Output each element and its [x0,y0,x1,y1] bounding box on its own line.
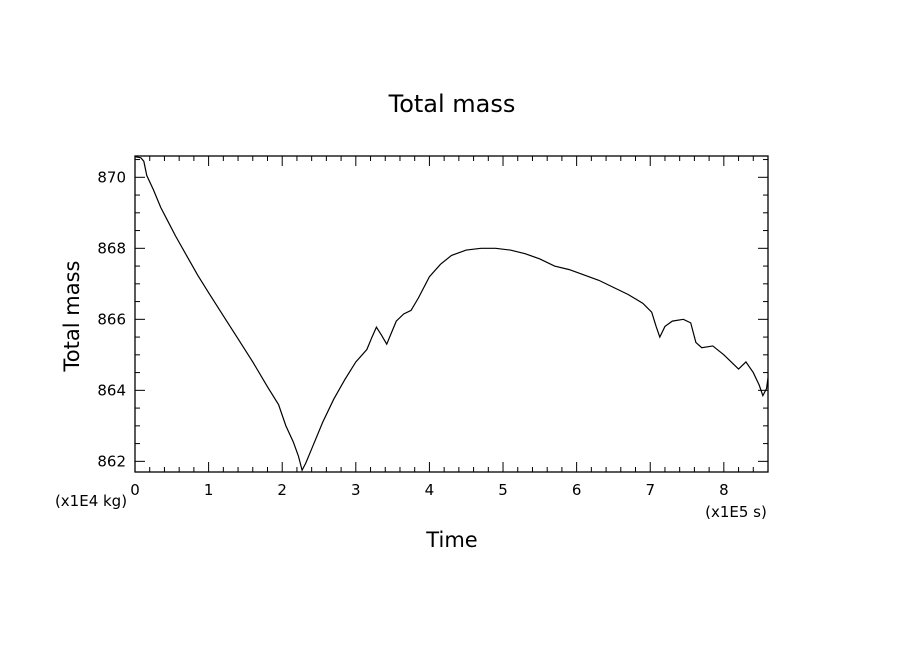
x-tick-label: 3 [351,481,361,499]
x-tick-label: 2 [277,481,287,499]
x-tick-label: 1 [204,481,214,499]
x-tick-label: 4 [425,481,435,499]
x-tick-label: 8 [719,481,729,499]
series-line [134,156,769,472]
y-tick-label: 862 [97,452,126,470]
tick-labels: 0 1 2 3 4 5 6 7 8 862 864 866 868 870 [97,168,728,499]
y-tick-label: 864 [97,381,126,399]
y-tick-label: 866 [97,310,126,328]
y-tick-label: 868 [97,239,126,257]
x-tick-label: 5 [498,481,508,499]
x-tick-label: 6 [572,481,582,499]
x-axis-multiplier: (x1E5 s) [705,503,767,521]
y-axis-title: Total mass [60,261,84,373]
x-tick-label: 0 [130,481,140,499]
x-axis-title: Time [425,528,477,552]
plot-frame [134,155,769,473]
x-tick-label: 7 [645,481,655,499]
chart-title: Total mass [388,90,516,118]
y-axis-multiplier: (x1E4 kg) [55,492,127,510]
y-tick-label: 870 [97,168,126,186]
axis-ticks [134,156,769,472]
